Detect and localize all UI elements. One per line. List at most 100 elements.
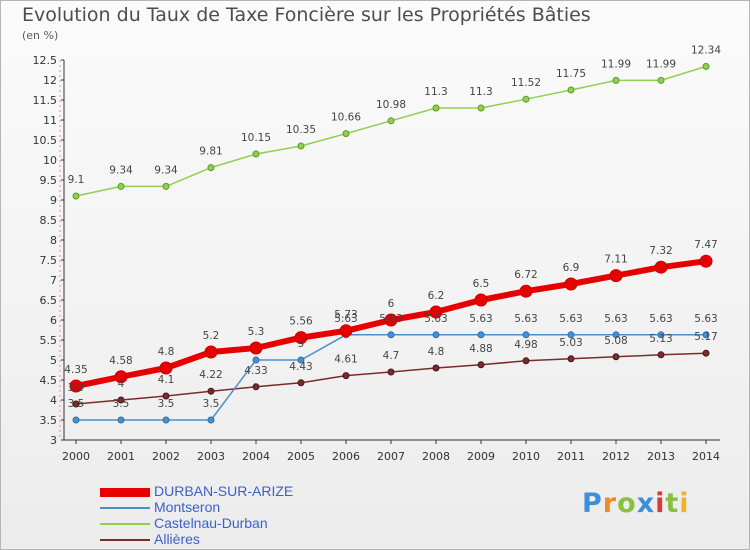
logo-letter: o [617,488,637,519]
data-label: 4 [118,378,125,390]
data-label: 5.63 [469,313,492,325]
data-label: 5.63 [334,313,357,325]
data-point [612,353,620,361]
x-tick-label: 2001 [107,450,135,463]
x-tick-label: 2011 [557,450,585,463]
data-point [69,379,83,393]
x-tick-label: 2002 [152,450,180,463]
data-label: 5.17 [694,331,717,343]
y-tick-label: 3.5 [40,414,58,427]
data-point [339,324,353,338]
data-point [297,356,305,364]
data-point [207,416,215,424]
data-label: 9.1 [68,174,85,186]
data-label: 6.5 [473,278,490,290]
logo-letter: i [655,488,666,519]
data-label: 5 [298,338,305,350]
data-point [342,372,350,380]
legend-swatch [100,539,150,541]
data-label: 3.5 [158,398,175,410]
data-point [432,364,440,372]
data-point [162,392,170,400]
data-point [252,383,260,391]
data-label: 7.11 [604,254,627,266]
data-label: 6 [388,298,395,310]
data-point [252,150,260,158]
data-label: 3.5 [68,398,85,410]
y-tick-label: 6 [50,314,57,327]
data-point [162,182,170,190]
logo-letter: r [602,488,618,519]
data-label: 5.56 [289,316,313,328]
data-label: 4.8 [428,346,445,358]
data-label: 4.22 [199,369,222,381]
data-point [387,368,395,376]
data-point [654,260,668,274]
data-point [699,254,713,268]
data-label: 4.8 [158,346,175,358]
data-label: 4.61 [334,354,357,366]
data-label: 10.98 [376,99,406,111]
data-point [612,331,620,339]
y-tick-label: 4 [50,394,57,407]
data-point [474,293,488,307]
data-label: 5.63 [514,313,537,325]
data-point [477,361,485,369]
y-tick-label: 5.5 [40,334,58,347]
data-point [117,396,125,404]
data-point [207,164,215,172]
data-point [609,269,623,283]
data-label: 11.3 [424,86,447,98]
data-point [159,361,173,375]
data-point [702,62,710,70]
data-label: 5.3 [248,326,265,338]
data-point [657,331,665,339]
data-label: 3.5 [203,398,220,410]
data-point [249,341,263,355]
data-point [297,379,305,387]
data-label: 4.35 [64,364,87,376]
data-label: 5.2 [203,330,220,342]
x-tick-label: 2005 [287,450,315,463]
data-point [432,104,440,112]
data-label: 4.1 [158,374,175,386]
y-tick-label: 5 [50,354,57,367]
data-label: 7.47 [694,239,717,251]
data-point [387,117,395,125]
y-tick-label: 8 [50,234,57,247]
data-label: 5.63 [649,313,672,325]
data-point [657,76,665,84]
data-point [657,351,665,359]
legend-label: Montseron [154,499,221,515]
data-label: 5.63 [559,313,582,325]
legend-swatch [100,507,150,509]
data-label: 6.2 [428,290,445,302]
data-label: 11.75 [556,68,586,80]
legend-label: Allières [154,531,200,547]
logo-letter: P [582,488,603,519]
y-tick-label: 6.5 [40,294,58,307]
proxiti-logo: Proxiti [582,488,690,519]
logo-letter: i [679,488,690,519]
data-label: 4.7 [383,350,400,362]
data-point [702,331,710,339]
data-point [519,284,533,298]
data-point [384,313,398,327]
data-label: 3.9 [68,382,85,394]
data-label: 9.81 [199,146,222,158]
data-label: 11.3 [469,86,492,98]
data-label: 5.63 [604,313,627,325]
data-label: 3.5 [113,398,130,410]
data-label: 5.63 [694,313,717,325]
chart-title: Evolution du Taux de Taxe Foncière sur l… [22,4,591,26]
data-point [114,370,128,384]
data-point [567,86,575,94]
y-tick-label: 10 [43,154,57,167]
data-label: 11.99 [646,58,676,70]
data-label: 5.03 [559,337,582,349]
data-point [162,416,170,424]
data-label: 6.9 [563,262,580,274]
y-tick-label: 12 [43,74,57,87]
data-point [522,357,530,365]
